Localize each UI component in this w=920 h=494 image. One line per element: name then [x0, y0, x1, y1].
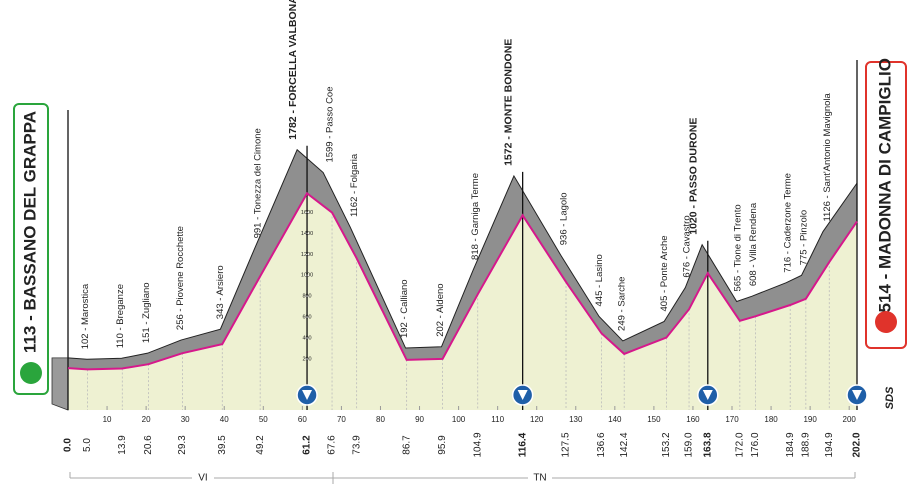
x-tick-label: 150: [647, 415, 661, 424]
x-tick-label: 120: [530, 415, 544, 424]
region-label: TN: [533, 473, 546, 484]
km-label: 95.9: [437, 435, 448, 455]
y-tick-label: 400: [302, 336, 311, 342]
region-label-bg: [528, 471, 552, 485]
km-label: 194.9: [824, 432, 835, 457]
km-label: 49.2: [255, 435, 266, 455]
km-label: 153.2: [661, 432, 672, 457]
x-tick-label: 30: [181, 415, 190, 424]
profile-band: [68, 149, 857, 370]
km-label: 202.0: [852, 432, 863, 457]
y-tick-label: 1400: [301, 231, 313, 237]
x-tick-label: 40: [220, 415, 229, 424]
km-label: 116.4: [517, 432, 528, 457]
y-tick-label: 200: [302, 357, 311, 363]
km-label: 142.4: [619, 432, 630, 457]
place-label: 1572 - MONTE BONDONE: [502, 39, 514, 166]
profile-area: [68, 193, 857, 410]
x-tick-label: 190: [803, 415, 817, 424]
km-label: 184.9: [785, 432, 796, 457]
region-label-bg: [192, 471, 214, 485]
climb-marker-arrow: [517, 390, 528, 400]
place-label: 192 - Calliano: [399, 279, 410, 338]
x-tick-label: 90: [415, 415, 424, 424]
km-label: 163.8: [702, 432, 713, 457]
km-label: 61.2: [302, 435, 313, 455]
place-label: 1599 - Passo Coe: [325, 86, 336, 162]
place-label: 676 - Cavastro: [682, 215, 693, 277]
x-tick-label: 50: [259, 415, 268, 424]
km-label: 29.3: [177, 435, 188, 455]
place-label: 110 - Breganze: [115, 284, 126, 348]
x-tick-label: 130: [569, 415, 583, 424]
km-label: 67.6: [327, 435, 338, 455]
km-label: 127.5: [561, 432, 572, 457]
region-label: VI: [198, 473, 207, 484]
km-label: 86.7: [401, 435, 412, 455]
km-label: 159.0: [684, 432, 695, 457]
km-label: 73.9: [351, 435, 362, 455]
y-tick-label: 1600: [301, 210, 313, 216]
km-label: 176.0: [750, 432, 761, 457]
start-box: [13, 103, 49, 395]
km-label: 39.5: [217, 435, 228, 455]
place-label: 991 - Tonezza del Cimone: [253, 128, 264, 238]
place-label: 1782 - FORCELLA VALBONA: [287, 0, 299, 140]
finish-label: 1514 - MADONNA DI CAMPIGLIO: [875, 58, 894, 322]
logo: SDS: [884, 386, 896, 409]
finish-box: [865, 61, 907, 349]
x-tick-label: 160: [686, 415, 700, 424]
x-tick-label: 140: [608, 415, 622, 424]
x-tick-label: 170: [725, 415, 739, 424]
km-label: 104.9: [472, 432, 483, 457]
climb-marker-arrow: [302, 390, 313, 400]
x-tick-label: 100: [452, 415, 466, 424]
place-label: 202 - Aldeno: [435, 283, 446, 336]
finish-icon: [875, 311, 897, 333]
y-tick-label: 1200: [301, 252, 313, 258]
profile-side: [51, 357, 69, 411]
place-label: 249 - Sarche: [617, 277, 628, 331]
km-label: 136.6: [596, 432, 607, 457]
place-label: 445 - Lasino: [594, 254, 605, 306]
x-tick-label: 60: [298, 415, 307, 424]
start-label: 113 - BASSANO DEL GRAPPA: [20, 111, 39, 353]
place-label: 405 - Ponte Arche: [659, 235, 670, 311]
x-tick-label: 10: [103, 415, 112, 424]
x-tick-label: 80: [376, 415, 385, 424]
x-tick-label: 110: [491, 415, 504, 424]
place-label: 151 - Zugliano: [141, 282, 152, 343]
km-label: 0.0: [63, 438, 74, 452]
place-label: 565 - Tione di Trento: [732, 204, 743, 291]
km-label: 188.9: [800, 432, 811, 457]
place-label: 818 - Garniga Terme: [470, 173, 481, 260]
start-icon: [20, 362, 42, 384]
place-label: 102 - Marostica: [80, 283, 91, 349]
profile-top-edge: [67, 148, 858, 360]
place-label: 1162 - Folgaria: [349, 153, 360, 217]
y-tick-label: 800: [302, 294, 311, 300]
km-label: 172.0: [734, 432, 745, 457]
km-label: 13.9: [117, 435, 128, 455]
climb-marker-arrow: [852, 390, 862, 400]
place-label: 1126 - Sant'Antonio Mavignola: [822, 92, 833, 221]
place-label: 343 - Arsiero: [215, 265, 226, 319]
place-label: 716 - Caderzone Terme: [783, 173, 794, 273]
km-label: 20.6: [143, 435, 154, 455]
y-tick-label: 1000: [301, 273, 313, 279]
profile-line: [67, 191, 858, 371]
x-tick-label: 70: [337, 415, 346, 424]
x-tick-label: 20: [142, 415, 151, 424]
place-label: 775 - Pinzolo: [798, 210, 809, 265]
x-tick-label: 180: [764, 415, 778, 424]
place-label: 608 - Villa Rendena: [748, 202, 759, 286]
climb-marker-arrow: [702, 390, 713, 400]
x-tick-label: 200: [843, 415, 857, 424]
place-label: 936 - Lagolo: [559, 192, 570, 245]
place-label: 256 - Piovene Rocchette: [175, 226, 186, 330]
place-label: 1020 - PASSO DURONE: [688, 118, 700, 235]
y-tick-label: 600: [302, 315, 311, 321]
km-label: 5.0: [82, 438, 93, 452]
